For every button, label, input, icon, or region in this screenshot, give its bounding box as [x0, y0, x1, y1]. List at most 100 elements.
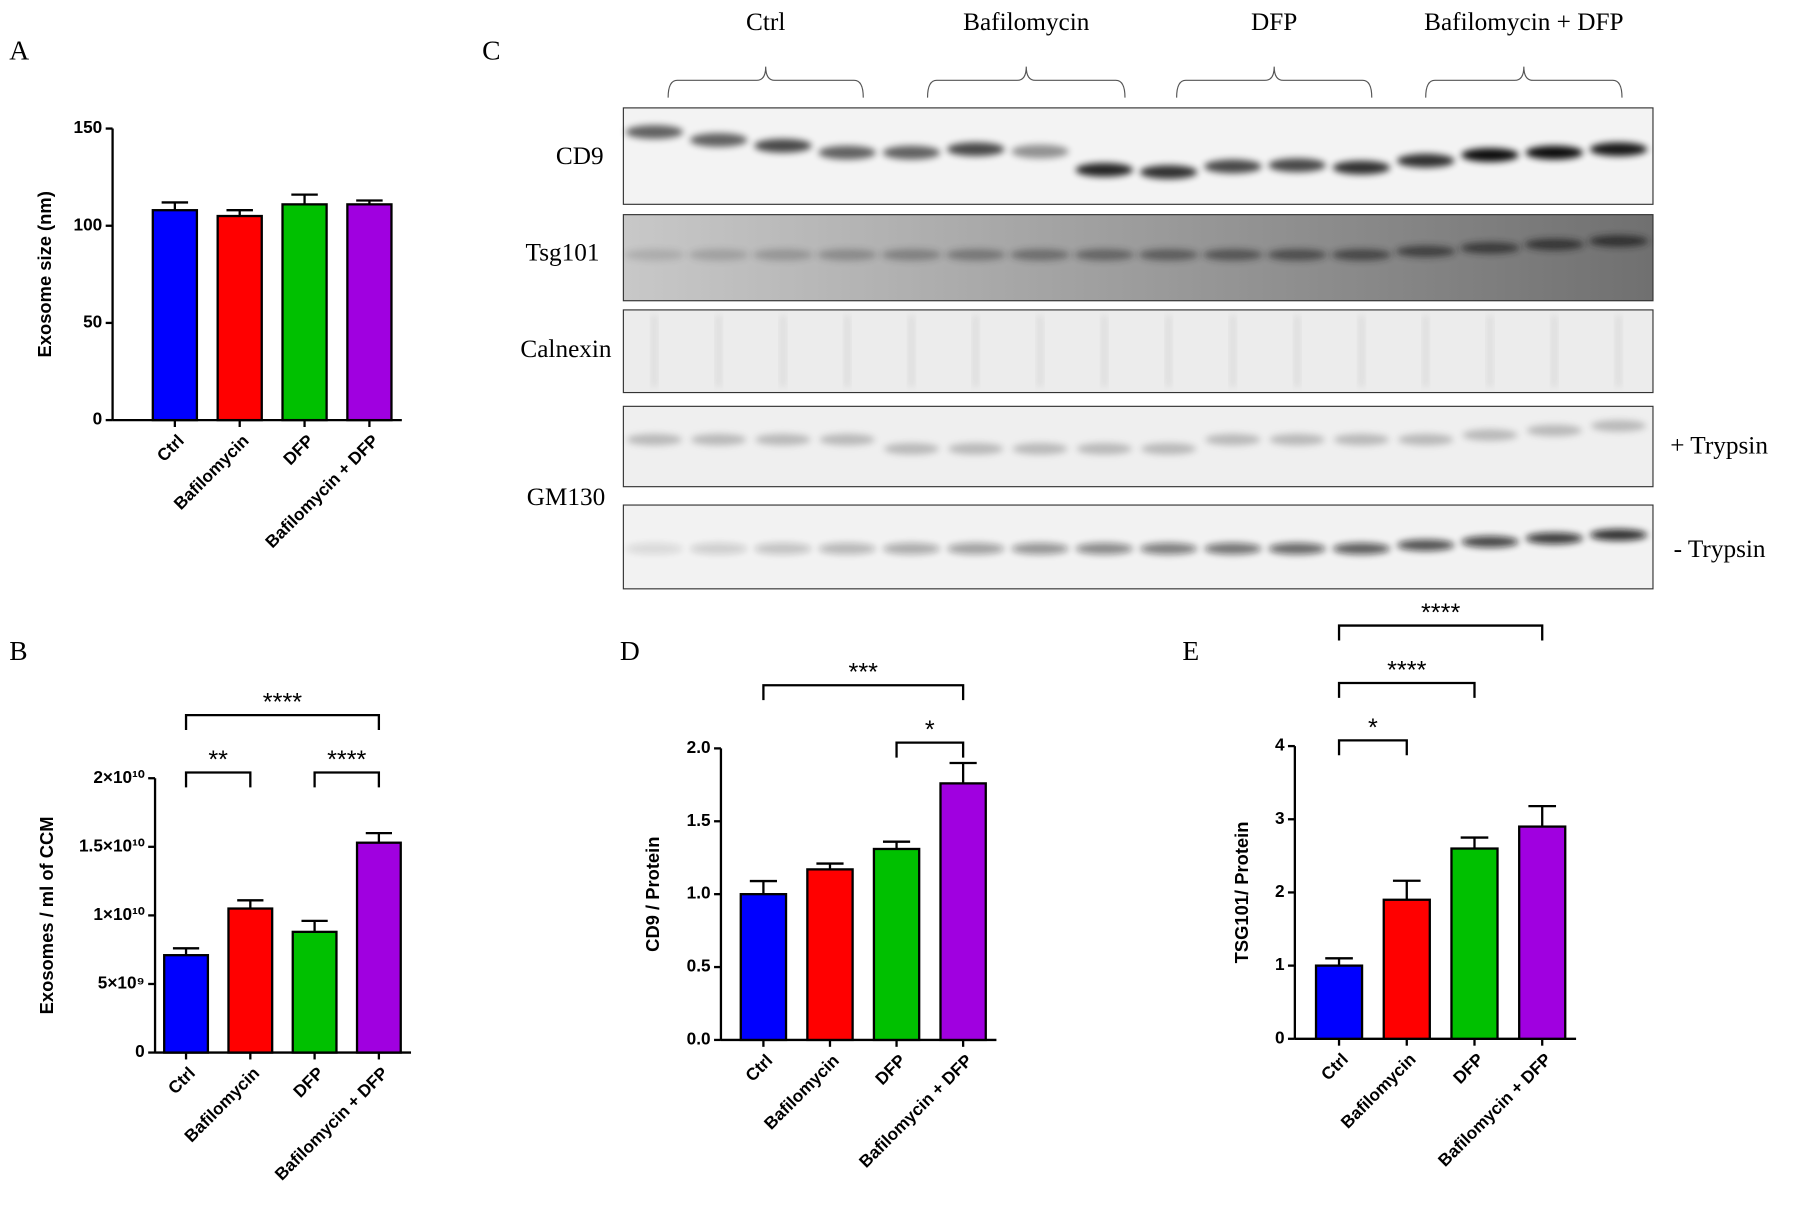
blot-band — [1461, 536, 1519, 548]
group-label: DFP — [1251, 8, 1297, 36]
blot-strip — [622, 309, 1654, 394]
y-tick-label: 5×10⁹ — [98, 973, 145, 993]
blot-streak — [1487, 315, 1493, 387]
blot-streak — [973, 315, 979, 387]
blot-band — [1462, 429, 1518, 441]
blot-band — [945, 249, 1006, 261]
significance-bracket — [762, 684, 965, 701]
significance-label: **** — [263, 689, 302, 717]
blot-band — [1075, 542, 1134, 555]
bar — [281, 203, 328, 422]
blot-band — [1589, 529, 1648, 541]
blot-band — [1138, 249, 1199, 261]
blot-band — [753, 249, 813, 261]
group-brace — [1176, 66, 1373, 98]
panel-letter: E — [1182, 635, 1199, 666]
group-brace — [667, 66, 864, 98]
x-tick-label: Ctrl — [164, 1063, 199, 1098]
bar — [355, 841, 402, 1054]
blot-band — [882, 145, 941, 160]
bar — [806, 868, 854, 1042]
panel-letter: B — [9, 635, 27, 666]
blot-band — [1267, 249, 1327, 261]
blot-band — [1524, 238, 1585, 251]
blot-band — [1461, 148, 1519, 162]
blot-band — [1076, 443, 1132, 455]
blot-streak — [1230, 315, 1236, 387]
y-tick-label: 0 — [135, 1041, 145, 1061]
bar — [291, 930, 338, 1054]
blot-band — [625, 542, 684, 555]
blot-band — [1268, 542, 1326, 555]
blot-streak — [1166, 315, 1171, 387]
blot-band — [689, 133, 748, 147]
group-label: Ctrl — [746, 8, 785, 36]
significance-label: * — [1368, 714, 1378, 742]
y-axis-label: Exosomes / ml of CCM — [36, 816, 57, 1014]
y-tick-label: 150 — [74, 117, 103, 137]
blot-band — [1332, 542, 1391, 555]
group-brace — [1425, 66, 1623, 98]
blot-band — [1204, 159, 1262, 174]
blot-band — [1269, 433, 1325, 446]
blot-streak — [716, 315, 721, 387]
blot-band — [818, 145, 876, 160]
blot-band — [625, 125, 684, 139]
blot-band — [754, 138, 812, 153]
y-tick-label: 0.0 — [687, 1028, 711, 1048]
y-axis-label: TSG101/ Protein — [1231, 822, 1252, 964]
bar — [1314, 964, 1364, 1040]
row-label: Tsg101 — [526, 239, 600, 267]
blot-streak — [1037, 315, 1043, 387]
condition-label: - Trypsin — [1674, 535, 1766, 563]
row-label: GM130 — [527, 483, 606, 511]
blot-band — [1588, 235, 1649, 247]
blot-band — [1397, 153, 1455, 168]
significance-label: **** — [327, 746, 366, 774]
blot-band — [1205, 433, 1261, 446]
bar — [1450, 847, 1499, 1040]
significance-label: **** — [1421, 599, 1460, 627]
blot-streak — [909, 315, 914, 387]
blot-band — [624, 249, 685, 261]
blot-band — [1011, 542, 1069, 555]
blot-streak — [1423, 315, 1429, 387]
blot-band — [1012, 443, 1068, 455]
blot-band — [1398, 433, 1454, 446]
blot-band — [947, 142, 1005, 157]
blot-band — [882, 542, 941, 555]
blot-band — [1526, 424, 1582, 437]
blot-streak — [1294, 315, 1300, 387]
y-tick-label: 3 — [1275, 808, 1285, 828]
blot-band — [1525, 145, 1583, 160]
blot-band — [1011, 144, 1069, 159]
blot-streak — [780, 315, 786, 387]
blot-band — [689, 542, 748, 555]
bar — [216, 214, 263, 422]
panel-letter: D — [620, 635, 640, 666]
significance-label: ** — [208, 746, 228, 774]
blot-band — [1075, 162, 1134, 177]
significance-bracket — [895, 741, 965, 758]
blot-band — [626, 433, 682, 446]
significance-bracket — [184, 771, 252, 788]
x-tick-label: Bafilomycin + DFP — [855, 1050, 976, 1171]
x-tick-label: DFP — [289, 1063, 327, 1101]
y-axis-label: CD9 / Protein — [642, 837, 663, 952]
x-tick-label: DFP — [279, 430, 317, 468]
blot-band — [1460, 242, 1520, 254]
blot-band — [1268, 158, 1326, 173]
blot-band — [1397, 539, 1455, 551]
y-tick-label: 0.5 — [687, 956, 711, 976]
blot-band — [883, 443, 940, 455]
y-tick-label: 0 — [1275, 1027, 1285, 1047]
blot-streak — [1551, 315, 1557, 387]
blot-band — [1333, 433, 1389, 446]
x-tick-label: Bafilomycin + DFP — [261, 430, 382, 551]
bar — [163, 954, 210, 1054]
blot-streak — [1359, 315, 1364, 387]
blot-band — [688, 249, 749, 261]
y-tick-label: 1×10¹⁰ — [93, 904, 144, 924]
